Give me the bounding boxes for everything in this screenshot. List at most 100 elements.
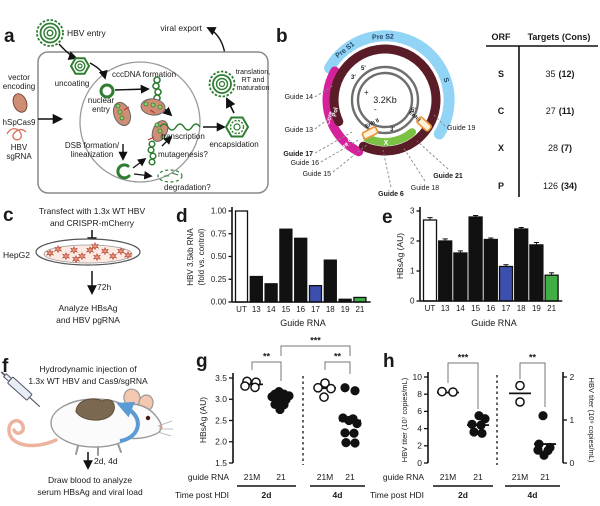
petri-dish-icon xyxy=(35,238,141,266)
data-point xyxy=(480,414,490,424)
d-y-axis-title-2: (fold vs. control) xyxy=(197,228,206,285)
mouse-tail xyxy=(7,418,58,448)
data-point xyxy=(326,383,336,394)
five-prime-label-2: 5' xyxy=(411,108,416,114)
sig-label: ** xyxy=(529,353,537,363)
x-group-label: 21 xyxy=(473,472,483,482)
panel-a-label: a xyxy=(4,26,15,47)
y-tick-label: 0.25 xyxy=(211,275,227,284)
cccdna-arrow xyxy=(114,84,150,94)
bar-17 xyxy=(308,284,323,303)
y-tick-label: 1.5 xyxy=(215,458,227,468)
bleed-time-label: 2d, 4d xyxy=(94,456,118,466)
genome-size-label: 3.2Kb xyxy=(373,95,397,105)
bar-21 xyxy=(544,274,559,302)
enh1-box xyxy=(416,116,432,132)
mutagenesis-up-arrow xyxy=(161,135,173,147)
table-row-targets: 27 (11) xyxy=(546,106,575,116)
mouse-icon xyxy=(7,388,173,456)
panel-a: a HBV entry viral export uncoating cccDN… xyxy=(3,19,270,194)
x-label: X xyxy=(384,140,389,147)
data-point xyxy=(340,428,350,438)
translation-label-2: RT and xyxy=(242,77,265,84)
sig-bracket xyxy=(280,345,351,356)
guide-16-label: Guide 16 xyxy=(291,160,320,167)
dsb-label-2: linearization xyxy=(71,150,114,159)
y-tick-label: 3.0 xyxy=(215,394,227,404)
mouse-nose xyxy=(159,425,163,429)
guide-17-label: Guide 17 xyxy=(283,151,313,158)
bar-13 xyxy=(438,240,453,302)
three-prime-label-1: 3' xyxy=(351,75,356,81)
time-group-label: 2d xyxy=(262,490,272,500)
mutagenesis-arrow xyxy=(132,157,147,169)
panel-f-label: f xyxy=(2,356,9,377)
uncoating-label: uncoating xyxy=(55,79,90,88)
mature-virion-icon xyxy=(208,70,236,98)
chart-serum-hbsag: 1.52.02.53.03.5*******guide RNA 21M 21 21M 2… xyxy=(175,336,365,500)
plus-strand-label: + xyxy=(364,88,369,97)
data-point xyxy=(467,419,477,429)
degraded-dna-icon xyxy=(157,169,183,183)
table-row-targets: 126 (34) xyxy=(543,181,577,191)
bar-15 xyxy=(468,216,483,302)
x-tick-label: 13 xyxy=(441,304,450,313)
d-y-axis-title-1: HBV 3.5kb RNA xyxy=(186,228,195,286)
panel-h: h HBV titer (10⁷ copies/mL) HBV titer (1… xyxy=(370,351,596,500)
surface-orf-arc xyxy=(324,30,455,140)
time-axis-title: Time post HDI xyxy=(175,490,229,500)
targets-column-header: Targets (Cons) xyxy=(528,32,591,42)
x-group-label: 21M xyxy=(440,472,457,482)
nuclear-entry-label-2: entry xyxy=(92,105,110,114)
bar-13 xyxy=(249,275,263,303)
data-point xyxy=(344,415,354,426)
e-y-axis-title: HBsAg (AU) xyxy=(395,233,405,279)
capsid-icon xyxy=(224,116,250,138)
y-tick-label: 0 xyxy=(417,458,422,468)
transcription-label: transcription xyxy=(161,132,205,141)
enh2-box xyxy=(361,126,379,140)
y-tick-label: 8 xyxy=(417,389,422,399)
sgrna-label-1: HBV xyxy=(11,143,28,152)
cas9-protein-icon xyxy=(12,93,28,113)
maturation-arrow xyxy=(226,97,236,114)
x-tick-label: 21 xyxy=(355,305,364,314)
x-tick-label: 14 xyxy=(456,304,465,313)
y-tick-label: 2 xyxy=(410,237,415,246)
data-point xyxy=(477,428,487,438)
hbv-virion-icon xyxy=(36,19,64,47)
y-tick-label: 0.75 xyxy=(211,229,227,238)
panel-d-label: d xyxy=(176,206,188,227)
panel-b-label: b xyxy=(276,26,288,47)
table-row-orf: C xyxy=(498,106,505,116)
panel-h-label: h xyxy=(383,351,395,372)
uncoated-capsid-icon xyxy=(69,57,91,75)
bar-14 xyxy=(264,283,278,303)
data-point xyxy=(539,450,549,460)
y-tick-label-right: 1 xyxy=(570,415,575,425)
panel-c: c Transfect with 1.3x WT HBV and CRISPR-… xyxy=(3,205,145,325)
panel-c-label: c xyxy=(3,205,14,226)
x-tick-label: 18 xyxy=(326,305,335,314)
chromatinized-cccdna-icon xyxy=(152,76,162,102)
mutagenesis-label: mutagenesis? xyxy=(158,150,208,159)
data-point xyxy=(275,404,285,415)
guide-leader-lines xyxy=(314,84,449,188)
data-point xyxy=(349,428,359,438)
hdi-label-2: 1.3x WT HBV and Cas9/sgRNA xyxy=(28,376,148,386)
transfect-label-2: and CRISPR-mCherry xyxy=(50,218,135,228)
x-tick-label: 17 xyxy=(502,304,511,313)
data-point xyxy=(341,438,351,448)
dsb-label-1: DSB formation/ xyxy=(65,141,120,150)
data-point xyxy=(515,397,525,407)
y-tick-label: 0.00 xyxy=(211,298,227,307)
bar-16 xyxy=(294,237,308,303)
y-tick-label: 0 xyxy=(410,297,415,306)
sgrna-label-2: sgRNA xyxy=(6,152,32,161)
x-tick-label: UT xyxy=(236,305,247,314)
time-group-label: 4d xyxy=(333,490,343,500)
table-row-targets: 28 (7) xyxy=(548,143,572,153)
y-tick-label: 2.0 xyxy=(215,437,227,447)
data-point xyxy=(320,378,330,388)
